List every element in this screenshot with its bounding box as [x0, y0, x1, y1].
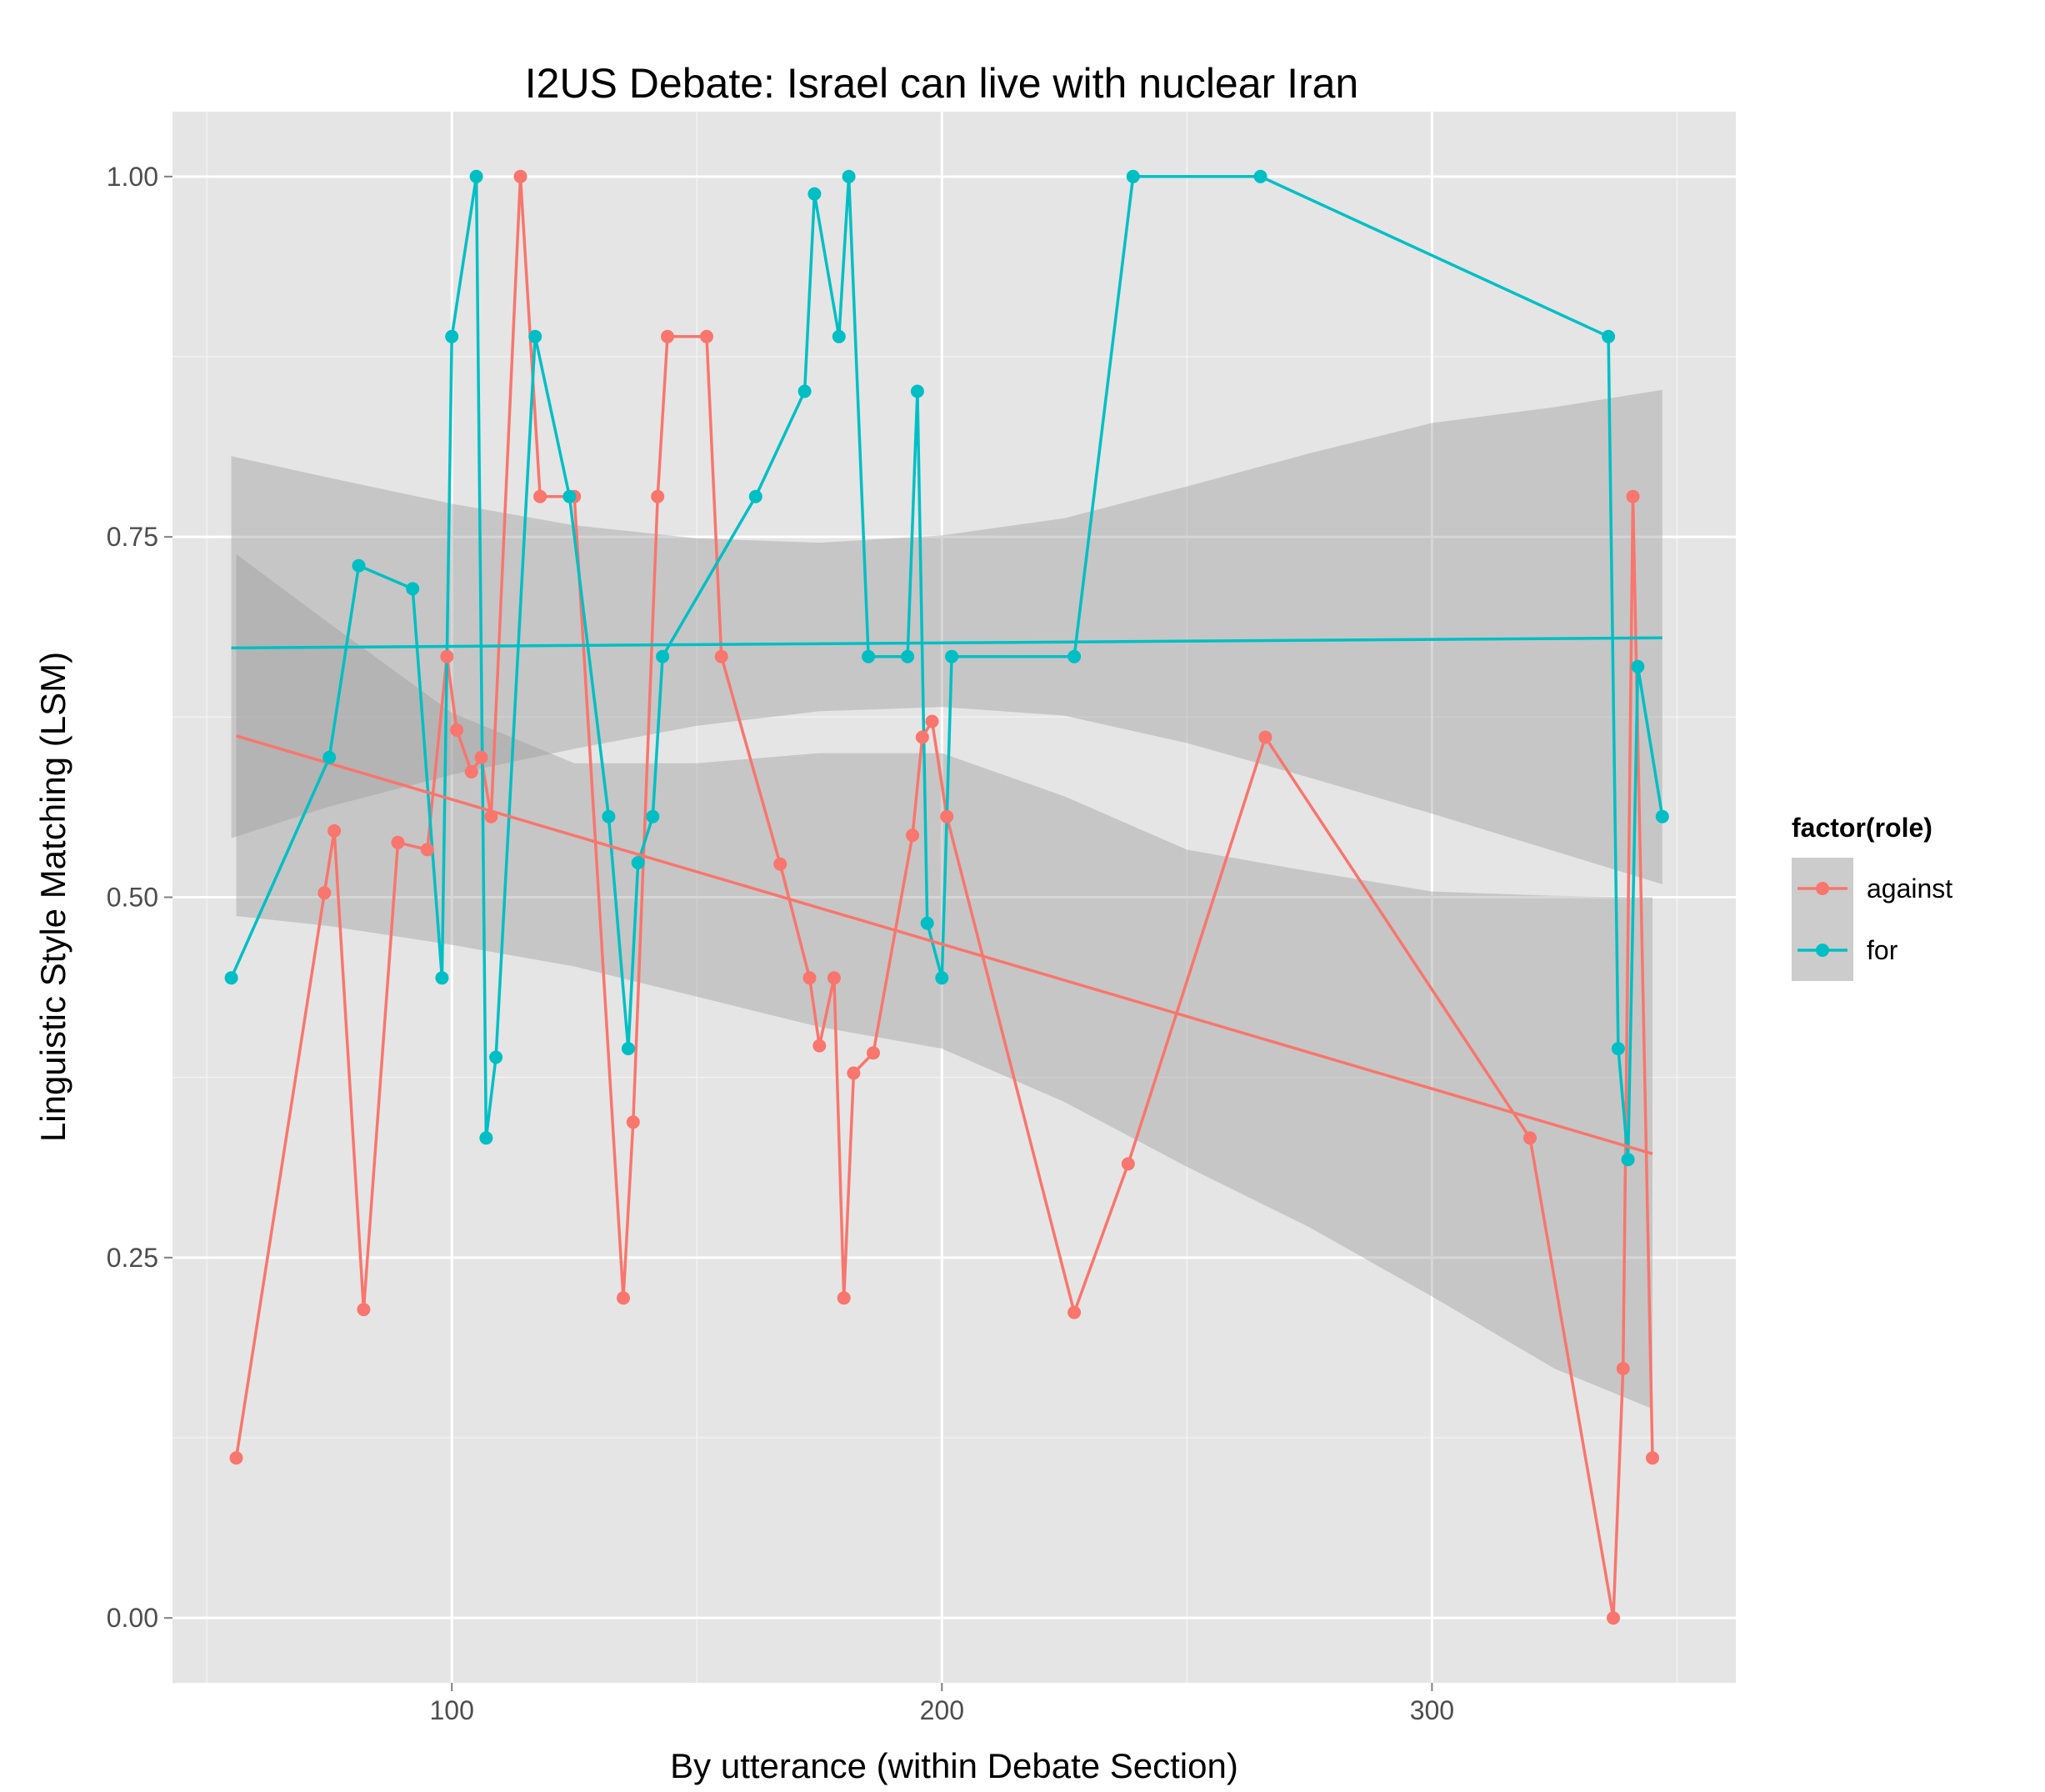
data-point-against — [847, 1066, 861, 1080]
data-point-against — [1607, 1611, 1620, 1625]
data-point-for — [832, 329, 846, 343]
data-point-against — [773, 857, 788, 871]
trend-line-against — [235, 734, 1653, 1156]
x-axis-ticks: 100 200 300 — [430, 1683, 1454, 1725]
legend-label-against: against — [1867, 873, 1952, 904]
data-point-against — [661, 329, 674, 343]
data-point-against — [1523, 1131, 1537, 1145]
data-point-for — [920, 916, 934, 930]
data-point-for — [1611, 1042, 1625, 1056]
data-point-against — [925, 714, 939, 728]
y-axis-title: Linguistic Style Matching (LSM) — [33, 652, 72, 1142]
data-point-for — [489, 1050, 503, 1064]
trend-line-for — [231, 636, 1662, 650]
y-tick-label: 0.25 — [107, 1243, 158, 1273]
data-point-against — [440, 649, 454, 663]
legend-title: factor(role) — [1792, 813, 1932, 843]
data-point-against — [357, 1303, 371, 1317]
data-point-against — [651, 489, 665, 503]
data-point-against — [464, 765, 478, 778]
chart-title: I2US Debate: Israel can live with nuclea… — [525, 60, 1359, 107]
x-tick-label: 200 — [920, 1695, 964, 1725]
data-point-for — [1126, 169, 1140, 183]
data-point-for — [406, 582, 420, 596]
data-point-for — [602, 809, 616, 823]
data-point-against — [513, 169, 528, 183]
x-axis-title: By utterance (within Debate Section) — [670, 1746, 1238, 1785]
legend-label-for: for — [1867, 935, 1898, 965]
data-point-against — [915, 730, 929, 744]
data-point-for — [935, 971, 949, 985]
data-point-against — [318, 886, 332, 900]
data-point-for — [435, 971, 449, 985]
data-point-against — [1616, 1362, 1630, 1375]
y-axis-ticks: 0.00 0.25 0.50 0.75 1.00 — [107, 162, 172, 1633]
data-point-for — [862, 649, 876, 663]
y-tick-label: 1.00 — [107, 162, 158, 192]
x-tick-label: 100 — [430, 1695, 474, 1725]
data-point-against — [533, 489, 548, 503]
data-point-against — [450, 723, 464, 737]
data-point-against — [1068, 1305, 1082, 1319]
series-points — [224, 169, 1669, 1625]
data-point-against — [827, 971, 841, 985]
data-point-against — [837, 1291, 851, 1305]
x-tick-label: 300 — [1410, 1695, 1454, 1725]
data-point-for — [1602, 329, 1616, 343]
data-point-against — [867, 1046, 880, 1060]
data-point-against — [812, 1039, 827, 1053]
legend-key-against-dot — [1816, 882, 1829, 895]
data-point-for — [352, 558, 366, 573]
data-point-for — [842, 169, 856, 183]
y-tick-label: 0.50 — [107, 883, 158, 913]
data-point-for — [1631, 659, 1645, 673]
data-point-for — [1253, 169, 1268, 183]
data-point-for — [562, 489, 577, 503]
data-point-against — [420, 843, 434, 857]
data-point-against — [700, 329, 713, 343]
data-point-for — [631, 856, 645, 869]
data-point-against — [906, 828, 919, 843]
data-point-for — [798, 384, 812, 398]
data-point-for — [621, 1042, 635, 1056]
data-point-against — [1626, 489, 1640, 503]
data-point-for — [901, 649, 915, 663]
data-point-for — [479, 1131, 493, 1145]
data-point-against — [1646, 1451, 1659, 1465]
data-point-for — [322, 750, 337, 764]
data-point-for — [656, 649, 670, 663]
data-point-against — [229, 1451, 243, 1465]
legend-key-for-dot — [1816, 944, 1829, 957]
data-point-for — [646, 809, 660, 823]
data-point-against — [328, 823, 342, 838]
data-point-for — [1655, 809, 1669, 823]
data-point-for — [445, 329, 459, 343]
data-point-against — [617, 1291, 630, 1305]
data-point-for — [469, 169, 483, 183]
confidence-band-for — [231, 389, 1662, 884]
data-point-for — [224, 971, 238, 985]
data-point-against — [714, 649, 728, 663]
data-point-against — [1121, 1157, 1135, 1171]
trend-lines — [231, 636, 1662, 1156]
y-tick-label: 0.00 — [107, 1603, 158, 1633]
data-point-for — [528, 329, 542, 343]
grid-major — [172, 112, 1736, 1683]
data-point-for — [910, 384, 924, 398]
data-point-against — [1258, 730, 1272, 744]
data-point-against — [626, 1115, 640, 1129]
data-point-for — [1621, 1153, 1635, 1167]
y-tick-label: 0.75 — [107, 522, 158, 552]
data-point-for — [945, 649, 959, 663]
legend: factor(role) against for — [1792, 813, 1952, 981]
data-point-for — [1068, 649, 1082, 663]
data-point-against — [940, 809, 954, 823]
data-point-against — [484, 809, 498, 823]
data-point-against — [474, 750, 488, 764]
data-point-for — [808, 187, 822, 201]
data-point-against — [391, 835, 405, 849]
data-point-for — [748, 489, 762, 503]
data-point-against — [802, 971, 817, 985]
